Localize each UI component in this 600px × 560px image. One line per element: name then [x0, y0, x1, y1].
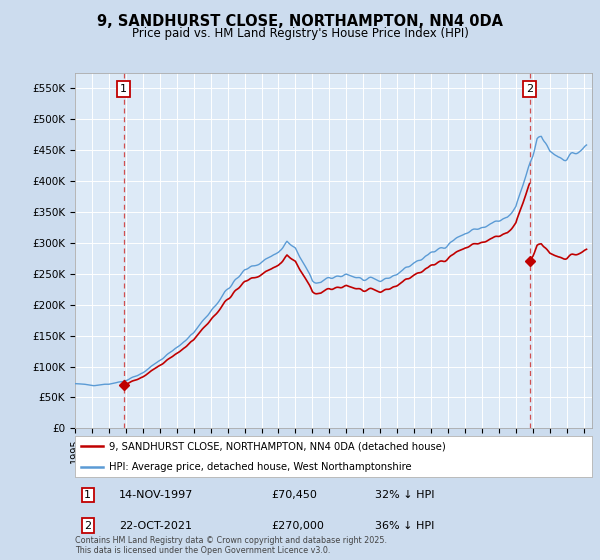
Text: Contains HM Land Registry data © Crown copyright and database right 2025.
This d: Contains HM Land Registry data © Crown c… — [75, 535, 387, 555]
Text: HPI: Average price, detached house, West Northamptonshire: HPI: Average price, detached house, West… — [109, 462, 411, 472]
Text: 32% ↓ HPI: 32% ↓ HPI — [375, 490, 434, 500]
Text: 9, SANDHURST CLOSE, NORTHAMPTON, NN4 0DA: 9, SANDHURST CLOSE, NORTHAMPTON, NN4 0DA — [97, 14, 503, 29]
Text: 1: 1 — [120, 84, 127, 94]
Text: £270,000: £270,000 — [272, 521, 325, 531]
Text: 22-OCT-2021: 22-OCT-2021 — [119, 521, 192, 531]
Text: 2: 2 — [526, 84, 533, 94]
Text: Price paid vs. HM Land Registry's House Price Index (HPI): Price paid vs. HM Land Registry's House … — [131, 27, 469, 40]
Text: 36% ↓ HPI: 36% ↓ HPI — [375, 521, 434, 531]
Text: £70,450: £70,450 — [272, 490, 317, 500]
Text: 9, SANDHURST CLOSE, NORTHAMPTON, NN4 0DA (detached house): 9, SANDHURST CLOSE, NORTHAMPTON, NN4 0DA… — [109, 441, 445, 451]
Text: 2: 2 — [85, 521, 91, 531]
Text: 1: 1 — [85, 490, 91, 500]
Text: 14-NOV-1997: 14-NOV-1997 — [119, 490, 193, 500]
